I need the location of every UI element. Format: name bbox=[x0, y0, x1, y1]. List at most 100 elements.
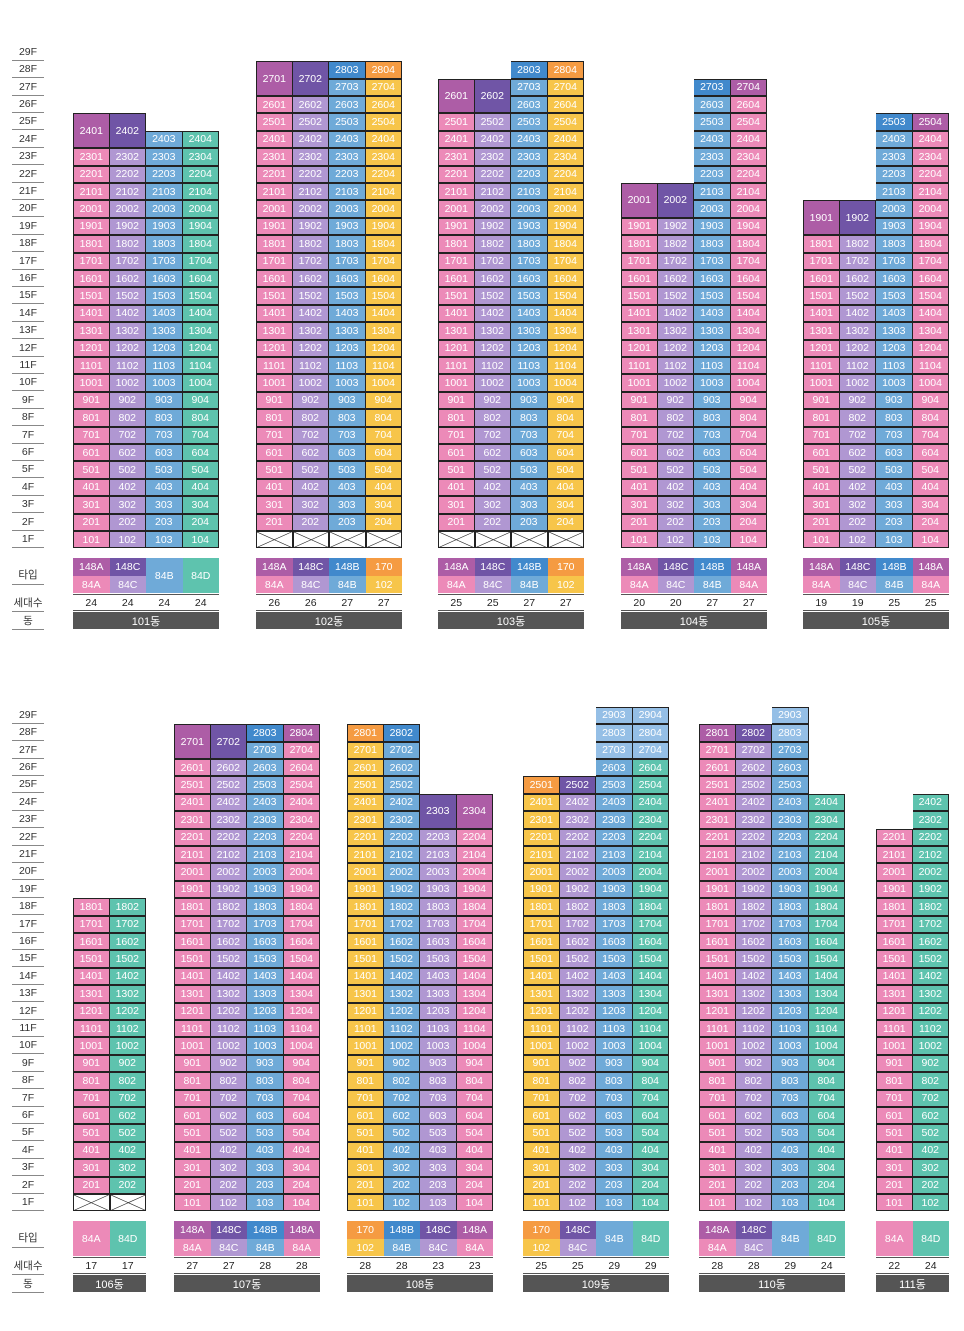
floor-label: 3F bbox=[12, 1159, 44, 1177]
unit-cell: 903 bbox=[329, 391, 366, 410]
unit-cell: 404 bbox=[365, 478, 402, 497]
household-count: 26 bbox=[292, 594, 329, 611]
unit-cell: 903 bbox=[596, 1054, 633, 1073]
unit-cell: 404 bbox=[912, 478, 949, 497]
unit-type-label: 148A bbox=[256, 558, 293, 576]
unit-cell: 504 bbox=[365, 461, 402, 479]
household-count: 24 bbox=[808, 1257, 845, 1274]
unit-cell: 2503 bbox=[876, 113, 913, 131]
unit-cell: 203 bbox=[420, 1176, 457, 1194]
merged-unit-cell: 2002 bbox=[657, 183, 694, 218]
unit-cell: 1703 bbox=[694, 252, 731, 270]
unit-cell: 603 bbox=[596, 1107, 633, 1125]
unit-cell: 2703 bbox=[247, 741, 284, 759]
unit-cell: 2103 bbox=[694, 183, 731, 201]
unit-cell: 1901 bbox=[699, 880, 736, 899]
unit-cell: 102 bbox=[559, 1194, 596, 1212]
floor-label: 12F bbox=[12, 340, 44, 357]
floor-label: 28F bbox=[12, 724, 44, 742]
unit-type-label: 148A bbox=[699, 1221, 736, 1239]
unit-cell: 601 bbox=[699, 1107, 736, 1125]
unit-cell: 1001 bbox=[347, 1037, 384, 1055]
unit-cell: 303 bbox=[146, 496, 183, 514]
unit-cell: 1401 bbox=[523, 967, 560, 986]
unit-cell: 804 bbox=[365, 409, 402, 427]
unit-cell: 1104 bbox=[365, 357, 402, 375]
unit-cell: 1403 bbox=[596, 967, 633, 986]
unit-cell: 2001 bbox=[174, 863, 211, 881]
unit-cell: 1703 bbox=[876, 252, 913, 270]
unit-cell: 1802 bbox=[839, 235, 876, 253]
unit-cell: 1803 bbox=[511, 235, 548, 253]
unit-cell: 1201 bbox=[347, 1002, 384, 1020]
unit-cell: 1904 bbox=[912, 217, 949, 236]
unit-cell: 2304 bbox=[730, 148, 767, 166]
unit-cell: 2604 bbox=[547, 96, 584, 114]
unit-cell: 804 bbox=[456, 1072, 493, 1090]
unit-cell: 2104 bbox=[632, 846, 669, 864]
unit-cell: 2301 bbox=[174, 811, 211, 829]
floor-label: 22F bbox=[12, 166, 44, 183]
unit-cell: 2602 bbox=[292, 96, 329, 114]
unit-cell: 2503 bbox=[772, 776, 809, 794]
unit-cell: 2104 bbox=[365, 183, 402, 201]
floor-label: 21F bbox=[12, 183, 44, 200]
building-name: 108동 bbox=[347, 1275, 493, 1292]
unit-cell: 2504 bbox=[632, 776, 669, 794]
household-count: 27 bbox=[365, 594, 402, 611]
unit-cell: 104 bbox=[730, 531, 767, 549]
unit-cell: 704 bbox=[547, 426, 584, 444]
unit-cell: 1101 bbox=[73, 1020, 110, 1038]
household-count: 20 bbox=[621, 594, 658, 611]
unit-cell: 1002 bbox=[839, 374, 876, 392]
unit-cell: 101 bbox=[876, 1194, 913, 1212]
unit-cell: 2402 bbox=[474, 130, 511, 149]
unit-cell: 1004 bbox=[182, 374, 219, 392]
unit-cell: 1902 bbox=[474, 217, 511, 236]
pilotis-cell bbox=[73, 1194, 110, 1212]
unit-cell: 504 bbox=[456, 1124, 493, 1142]
unit-cell: 502 bbox=[210, 1124, 247, 1142]
unit-cell: 2104 bbox=[730, 183, 767, 201]
unit-type-label: 102 bbox=[547, 576, 584, 593]
unit-cell: 2401 bbox=[347, 793, 384, 812]
unit-cell: 1304 bbox=[808, 985, 845, 1003]
unit-type-label: 148A bbox=[912, 558, 949, 576]
merged-unit-cell: 2303 bbox=[420, 793, 457, 829]
unit-cell: 1904 bbox=[365, 217, 402, 236]
unit-cell: 2301 bbox=[256, 148, 293, 166]
unit-cell: 2003 bbox=[146, 200, 183, 218]
unit-cell: 904 bbox=[547, 391, 584, 410]
unit-cell: 1904 bbox=[182, 217, 219, 236]
unit-cell: 1702 bbox=[912, 915, 949, 933]
unit-cell: 1402 bbox=[292, 304, 329, 323]
unit-cell: 104 bbox=[283, 1194, 320, 1212]
unit-cell: 801 bbox=[523, 1072, 560, 1090]
unit-cell: 2401 bbox=[438, 130, 475, 149]
unit-cell: 2402 bbox=[210, 793, 247, 812]
unit-cell: 1203 bbox=[511, 339, 548, 357]
unit-cell: 1102 bbox=[109, 357, 146, 375]
unit-cell: 1702 bbox=[383, 915, 420, 933]
unit-cell: 1702 bbox=[559, 915, 596, 933]
unit-cell: 2403 bbox=[772, 793, 809, 812]
unit-cell: 1301 bbox=[174, 985, 211, 1003]
unit-cell: 1002 bbox=[210, 1037, 247, 1055]
unit-cell: 2502 bbox=[292, 113, 329, 131]
unit-cell: 1902 bbox=[657, 217, 694, 236]
unit-cell: 2301 bbox=[699, 811, 736, 829]
unit-cell: 2904 bbox=[632, 706, 669, 725]
unit-cell: 1304 bbox=[456, 985, 493, 1003]
unit-cell: 1604 bbox=[182, 270, 219, 288]
unit-cell: 1801 bbox=[174, 898, 211, 916]
unit-cell: 801 bbox=[803, 409, 840, 427]
unit-cell: 1201 bbox=[73, 1002, 110, 1020]
unit-cell: 2103 bbox=[420, 846, 457, 864]
unit-cell: 2101 bbox=[876, 846, 913, 864]
unit-cell: 503 bbox=[876, 461, 913, 479]
unit-cell: 1002 bbox=[109, 374, 146, 392]
unit-cell: 801 bbox=[438, 409, 475, 427]
unit-cell: 1401 bbox=[803, 304, 840, 323]
unit-cell: 502 bbox=[912, 1124, 949, 1142]
unit-cell: 401 bbox=[699, 1141, 736, 1160]
